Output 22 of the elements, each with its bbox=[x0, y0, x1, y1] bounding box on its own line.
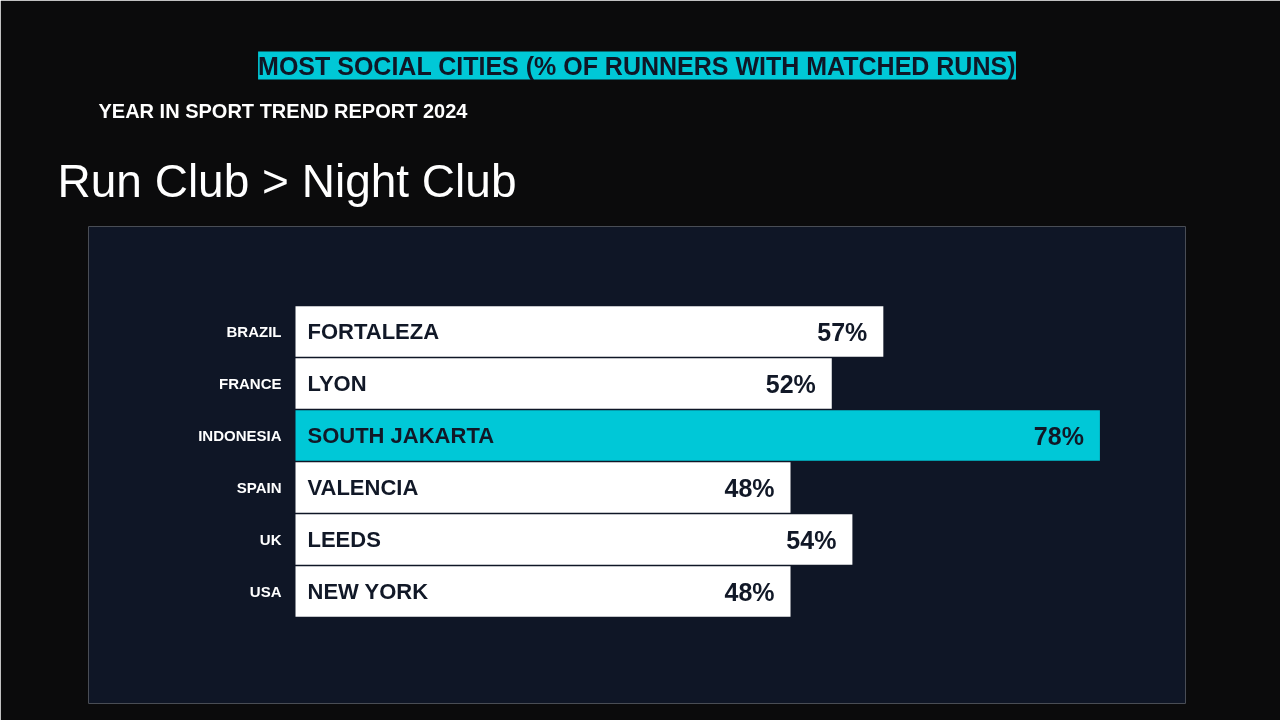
annotation: LEEDS bbox=[307, 527, 381, 552]
data-label: 57% bbox=[817, 317, 868, 346]
y-tick-label: INDONESIA bbox=[198, 427, 282, 444]
chart-title: MOST SOCIAL CITIES (% OF RUNNERS WITH MATCHED RUNS) bbox=[258, 51, 1016, 80]
bar bbox=[295, 410, 1100, 461]
data-label: 54% bbox=[786, 525, 837, 554]
data-label: 78% bbox=[1033, 421, 1084, 450]
annotation: VALENCIA bbox=[307, 475, 419, 500]
annotation: LYON bbox=[307, 371, 367, 396]
data-label: 48% bbox=[724, 577, 775, 606]
y-tick-label: UK bbox=[259, 531, 282, 548]
text: Run Club > Night Club bbox=[57, 154, 517, 207]
y-tick-label: SPAIN bbox=[236, 479, 282, 496]
data-label: 48% bbox=[724, 473, 775, 502]
y-tick-label: FRANCE bbox=[219, 375, 282, 392]
text: YEAR IN SPORT TREND REPORT 2024 bbox=[98, 99, 469, 122]
y-tick-label: BRAZIL bbox=[226, 323, 282, 340]
annotation: FORTALEZA bbox=[307, 319, 440, 344]
annotation: NEW YORK bbox=[307, 579, 429, 604]
y-tick-label: USA bbox=[249, 583, 282, 600]
data-label: 52% bbox=[765, 369, 816, 398]
annotation: SOUTH JAKARTA bbox=[307, 423, 495, 448]
